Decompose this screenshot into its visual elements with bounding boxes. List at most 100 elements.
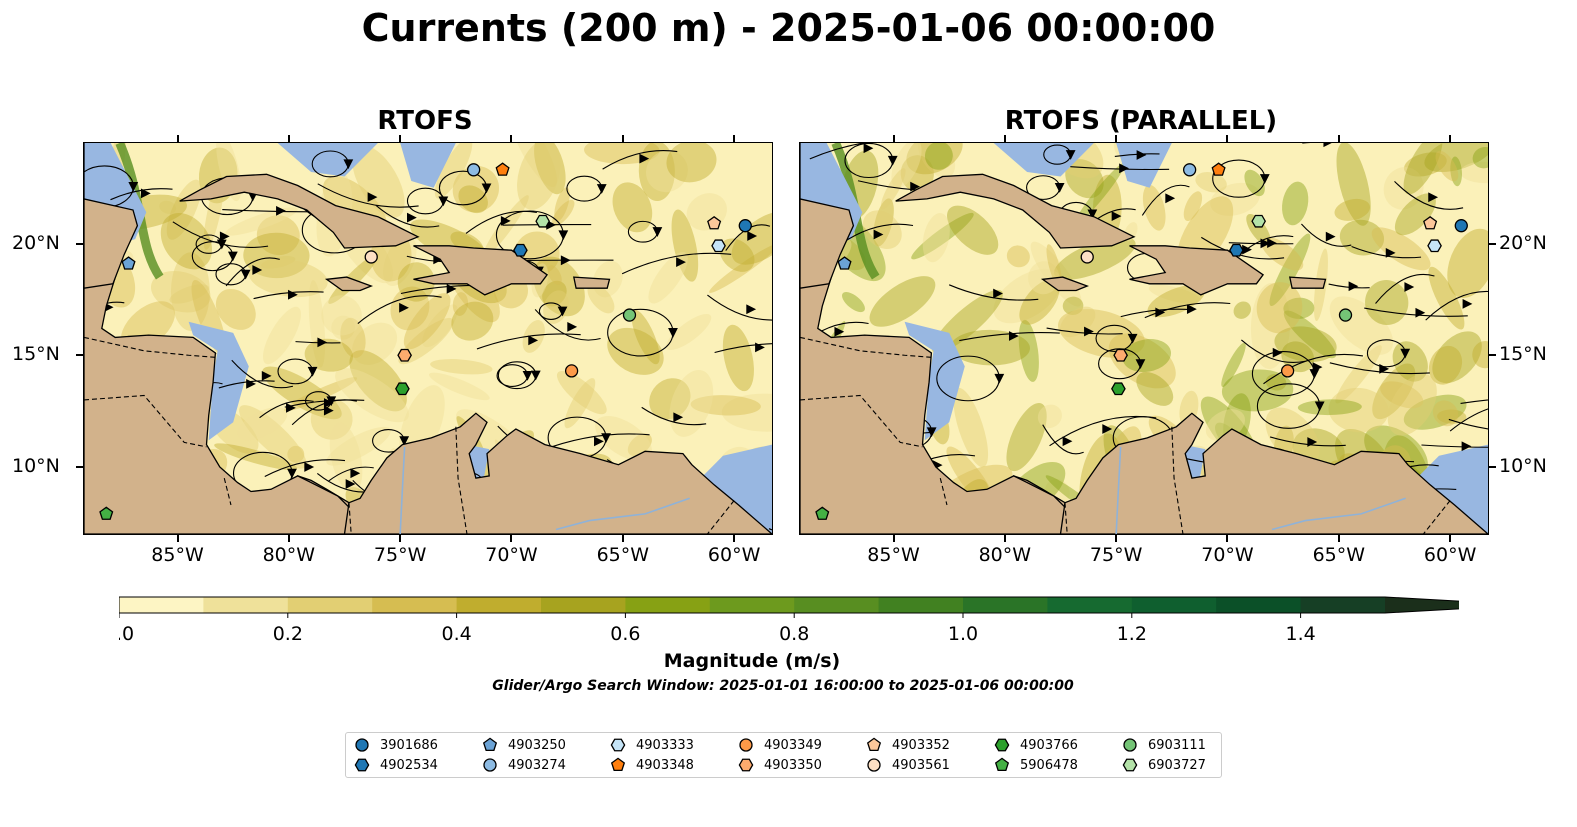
country-borders — [800, 336, 1451, 534]
panel-title-rtofs: RTOFS — [377, 106, 473, 136]
float-marker-4903352 — [707, 216, 722, 230]
lon-tick-mark — [176, 135, 179, 142]
colorbar-tick-label: 0.2 — [273, 623, 303, 645]
float-marker-4903274 — [466, 163, 481, 177]
colorbar-tick-label: 0.0 — [119, 623, 134, 645]
float-marker-4903349 — [564, 364, 579, 378]
float-marker-4903766 — [395, 382, 410, 396]
hexagon-marker-icon — [738, 758, 754, 772]
legend-label: 5906478 — [1020, 757, 1078, 773]
circle-marker-icon — [867, 758, 881, 772]
lon-tick-label: 70°W — [1201, 544, 1254, 566]
legend-item: 4903274 — [482, 757, 566, 773]
colorbar-segment — [119, 597, 204, 613]
hexagon-marker-icon — [1122, 758, 1138, 772]
colorbar-segment — [625, 597, 711, 613]
lon-tick-mark — [287, 535, 290, 542]
land-mass — [84, 143, 772, 534]
colorbar-segment — [1131, 597, 1217, 613]
colorbar-segment — [203, 597, 289, 613]
lon-tick-mark — [892, 135, 895, 142]
hexagon-marker-icon — [610, 738, 626, 752]
lon-tick-label: 80°W — [978, 544, 1032, 566]
lon-tick-mark — [621, 135, 624, 142]
legend-item: 5906478 — [994, 757, 1078, 773]
float-marker-4903561 — [1080, 250, 1094, 264]
colorbar-tick-label: 0.4 — [441, 623, 471, 645]
float-marker-4902534 — [513, 243, 528, 257]
float-marker-6903727 — [535, 214, 551, 228]
lon-tick-mark — [399, 135, 402, 142]
legend-item: 4903348 — [610, 757, 694, 773]
lat-tick-mark — [1489, 242, 1496, 245]
float-marker-4903348 — [1211, 162, 1226, 176]
legend-label: 4903561 — [892, 757, 950, 773]
map-panel-rtofs-parallel — [799, 142, 1489, 535]
legend-label: 3901686 — [380, 737, 438, 753]
legend-label: 4903350 — [764, 757, 822, 773]
rivers — [399, 446, 690, 534]
colorbar-segment — [1300, 597, 1386, 613]
float-marker-5906478 — [815, 506, 830, 520]
float-marker-4903350 — [397, 348, 412, 362]
lon-tick-mark — [399, 535, 402, 542]
lat-tick-label: 20°N — [12, 231, 60, 254]
colorbar-label: Magnitude (m/s) — [663, 650, 841, 672]
lat-tick-mark — [1489, 465, 1496, 468]
float-marker-3901686 — [1454, 219, 1468, 233]
colorbar-segment — [1216, 597, 1302, 613]
lon-tick-mark — [1226, 135, 1229, 142]
float-marker-4903350 — [1113, 348, 1128, 362]
float-marker-4903250 — [121, 256, 136, 270]
legend-label: 4903333 — [636, 737, 694, 753]
rtofs-svg — [84, 143, 772, 534]
hexagon-marker-icon — [994, 738, 1010, 752]
figure-title: Currents (200 m) - 2025-01-06 00:00:00 — [361, 6, 1216, 50]
circle-marker-icon — [1123, 738, 1137, 752]
legend-label: 4903348 — [636, 757, 694, 773]
pentagon-marker-icon — [610, 757, 626, 771]
float-marker-4903766 — [1111, 382, 1126, 396]
pentagon-marker-icon — [994, 757, 1010, 771]
lon-tick-label: 85°W — [867, 544, 920, 566]
lon-tick-mark — [1449, 535, 1452, 542]
rivers — [1115, 446, 1406, 534]
legend-label: 4903766 — [1020, 737, 1078, 753]
colorbar-tick-label: 0.8 — [779, 623, 809, 645]
lon-tick-mark — [1337, 135, 1340, 142]
colorbar-segment — [1047, 597, 1133, 613]
float-marker-4903349 — [1280, 364, 1295, 378]
float-legend: 3901686 4902534 4903250 4903274 4903333 49033… — [345, 732, 1222, 778]
search-window-note: Glider/Argo Search Window: 2025-01-01 16… — [492, 678, 1074, 694]
legend-item: 4903349 — [738, 737, 822, 753]
float-marker-6903111 — [1338, 308, 1353, 322]
colorbar-segment — [878, 597, 964, 613]
pentagon-marker-icon — [866, 737, 882, 751]
float-marker-4903348 — [495, 162, 510, 176]
lon-tick-mark — [1226, 535, 1229, 542]
legend-label: 4903274 — [508, 757, 566, 773]
lat-tick-label: 10°N — [1499, 454, 1547, 477]
lon-tick-mark — [1003, 535, 1006, 542]
float-marker-6903111 — [622, 308, 637, 322]
circle-marker-icon — [355, 738, 369, 752]
legend-label: 4902534 — [380, 757, 438, 773]
legend-label: 4903349 — [764, 737, 822, 753]
legend-label: 4903352 — [892, 737, 950, 753]
map-panel-rtofs — [83, 142, 773, 535]
pentagon-marker-icon — [482, 737, 498, 751]
legend-label: 6903111 — [1148, 737, 1206, 753]
circle-marker-icon — [739, 738, 753, 752]
panel-title-rtofs-parallel: RTOFS (PARALLEL) — [1004, 106, 1278, 136]
land-mass — [800, 143, 1488, 534]
lon-tick-label: 75°W — [1089, 544, 1143, 566]
legend-item: 6903111 — [1122, 737, 1206, 753]
float-markers — [99, 162, 752, 520]
legend-item: 4903333 — [610, 737, 694, 753]
colorbar-segment — [456, 597, 542, 613]
legend-item: 4903350 — [738, 757, 822, 773]
legend-item: 4903561 — [866, 757, 950, 773]
rtofs-parallel-svg — [800, 143, 1488, 534]
lon-tick-mark — [287, 135, 290, 142]
legend-item: 4903766 — [994, 737, 1078, 753]
